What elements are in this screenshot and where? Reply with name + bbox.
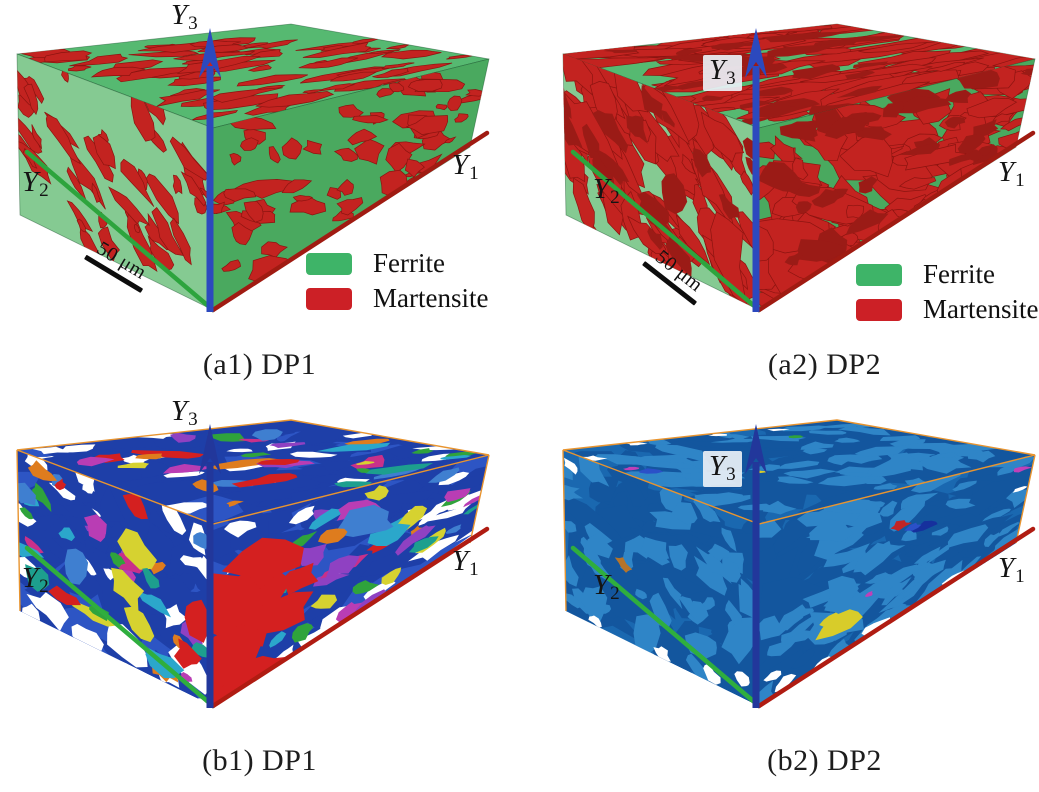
axis-letter: Y	[593, 569, 610, 601]
axis-subscript: 1	[469, 559, 479, 581]
axis-letter: Y	[171, 0, 188, 31]
axis-subscript: 1	[1015, 170, 1025, 192]
panel-b2: Y3 Y1 Y2 (b2) DP2	[520, 396, 1039, 792]
axis-label-y3: Y3	[703, 450, 742, 488]
axis-subscript: 3	[188, 13, 198, 35]
axis-letter: Y	[709, 54, 726, 86]
legend-swatch-martensite	[856, 298, 902, 321]
axis-letter: Y	[998, 552, 1015, 584]
panel-a2: Y3 Y1 Y2 50 μm Ferrite Martensite (a2) D…	[520, 0, 1039, 396]
legend-swatch-martensite	[306, 287, 352, 310]
legend-row-ferrite: Ferrite	[306, 250, 488, 277]
axis-subscript: 2	[610, 187, 620, 209]
axis-subscript: 1	[1015, 566, 1025, 588]
panel-caption: (b2) DP2	[767, 744, 882, 777]
axis-label-y2: Y2	[22, 562, 49, 598]
axis-subscript: 3	[188, 409, 198, 431]
axis-letter: Y	[22, 166, 39, 198]
legend-swatch-ferrite	[856, 263, 902, 286]
axis-label-y3: Y3	[171, 395, 198, 431]
legend: Ferrite Martensite	[306, 250, 488, 320]
axis-label-y1: Y1	[452, 149, 479, 185]
axis-letter: Y	[709, 450, 726, 482]
axis-label-y3: Y3	[703, 54, 742, 92]
microstructure-3d-render-b2	[562, 419, 1036, 709]
axis-label-y1: Y1	[452, 545, 479, 581]
axis-label-y1: Y1	[998, 156, 1025, 192]
axis-label-y2: Y2	[593, 173, 620, 209]
legend-label-martensite: Martensite	[373, 283, 489, 313]
axis-subscript: 3	[726, 68, 736, 90]
panel-a1: Y3 Y1 Y2 50 μm Ferrite Martensite (a1) D…	[0, 0, 519, 396]
legend-swatch-ferrite	[306, 252, 352, 275]
axis-letter: Y	[452, 149, 469, 181]
axis-subscript: 2	[610, 583, 620, 605]
legend-label-ferrite: Ferrite	[373, 248, 445, 278]
legend-label-martensite: Martensite	[923, 294, 1039, 324]
axis-subscript: 1	[469, 163, 479, 185]
panel-caption: (a1) DP1	[202, 348, 317, 381]
panel-caption: (a2) DP2	[767, 348, 882, 381]
microstructure-3d-render-a1	[16, 23, 490, 313]
panel-caption: (b1) DP1	[202, 744, 317, 777]
axis-label-y2: Y2	[593, 569, 620, 605]
axis-letter: Y	[452, 545, 469, 577]
axis-letter: Y	[22, 562, 39, 594]
axis-label-y2: Y2	[22, 166, 49, 202]
axis-letter: Y	[171, 395, 188, 427]
axis-subscript: 2	[39, 576, 49, 598]
microstructure-3d-render-b1	[16, 419, 490, 709]
microstructure-3d-render-a2	[562, 23, 1036, 313]
legend-row-ferrite: Ferrite	[856, 261, 1038, 288]
panel-b1: Y3 Y1 Y2 (b1) DP1	[0, 396, 519, 792]
legend-row-martensite: Martensite	[306, 285, 488, 312]
legend: Ferrite Martensite	[856, 261, 1038, 331]
axis-letter: Y	[593, 173, 610, 205]
axis-subscript: 3	[726, 464, 736, 486]
axis-subscript: 2	[39, 180, 49, 202]
axis-label-y1: Y1	[998, 552, 1025, 588]
axis-label-y3: Y3	[171, 0, 198, 35]
legend-row-martensite: Martensite	[856, 296, 1038, 323]
axis-letter: Y	[998, 156, 1015, 188]
legend-label-ferrite: Ferrite	[923, 259, 995, 289]
